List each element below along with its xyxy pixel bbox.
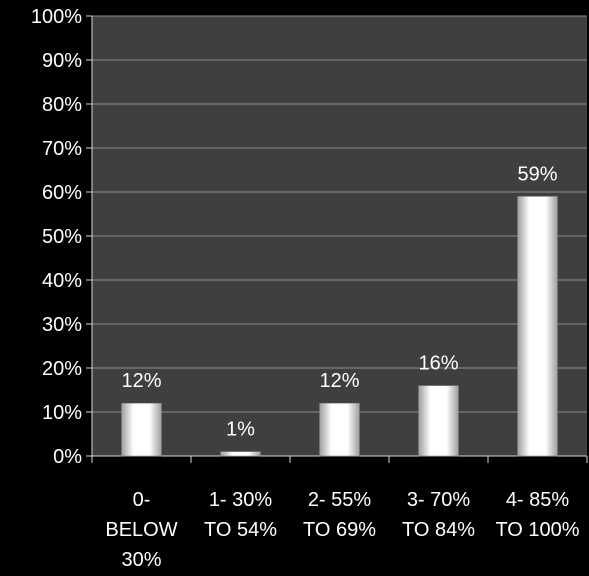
y-tick-label: 90% — [42, 50, 82, 72]
y-tick-label: 20% — [42, 358, 82, 380]
y-tick-label: 30% — [42, 314, 82, 336]
y-tick-label: 60% — [42, 182, 82, 204]
y-tick-label: 50% — [42, 226, 82, 248]
x-category-label: 0- BELOW 30% — [105, 489, 177, 571]
bar — [121, 402, 162, 457]
y-tick-label: 100% — [31, 6, 82, 28]
x-category-label: 2- 55% TO 69% — [303, 489, 376, 541]
x-category-label-line: TO 54% — [204, 519, 277, 541]
x-category-label-line: 4- 85% — [506, 489, 570, 511]
y-tick-label: 10% — [42, 402, 82, 424]
x-category-label-line: 2- 55% — [308, 489, 372, 511]
gridlines — [92, 15, 587, 413]
x-category-label-line: 0- — [133, 489, 151, 511]
x-category-label-line: 30% — [121, 549, 161, 571]
bar — [220, 451, 261, 457]
bar — [319, 402, 360, 457]
bar — [517, 196, 558, 457]
labels: 0% 10% 20% 30% 40% 50% 60% 70% 80% 90% 100% 12% 0- BE… — [31, 6, 580, 571]
bar — [418, 385, 459, 457]
x-category-label-line: TO 100% — [495, 519, 579, 541]
data-label: 12% — [319, 370, 359, 392]
bars — [121, 196, 558, 457]
y-tick-label: 70% — [42, 138, 82, 160]
y-tick-label: 0% — [53, 446, 82, 468]
data-label: 12% — [121, 370, 161, 392]
x-category-label-line: 1- 30% — [209, 489, 273, 511]
y-tick-label: 80% — [42, 94, 82, 116]
data-label: 1% — [226, 419, 255, 441]
x-category-label: 4- 85% TO 100% — [495, 489, 579, 541]
x-category-label-line: 3- 70% — [407, 489, 471, 511]
x-category-label-line: TO 84% — [402, 519, 475, 541]
data-label: 16% — [418, 353, 458, 375]
x-category-label: 3- 70% TO 84% — [402, 489, 475, 541]
x-category-label-line: BELOW — [105, 519, 177, 541]
x-category-label-line: TO 69% — [303, 519, 376, 541]
x-category-label: 1- 30% TO 54% — [204, 489, 277, 541]
data-label: 59% — [517, 163, 557, 185]
y-tick-label: 40% — [42, 270, 82, 292]
